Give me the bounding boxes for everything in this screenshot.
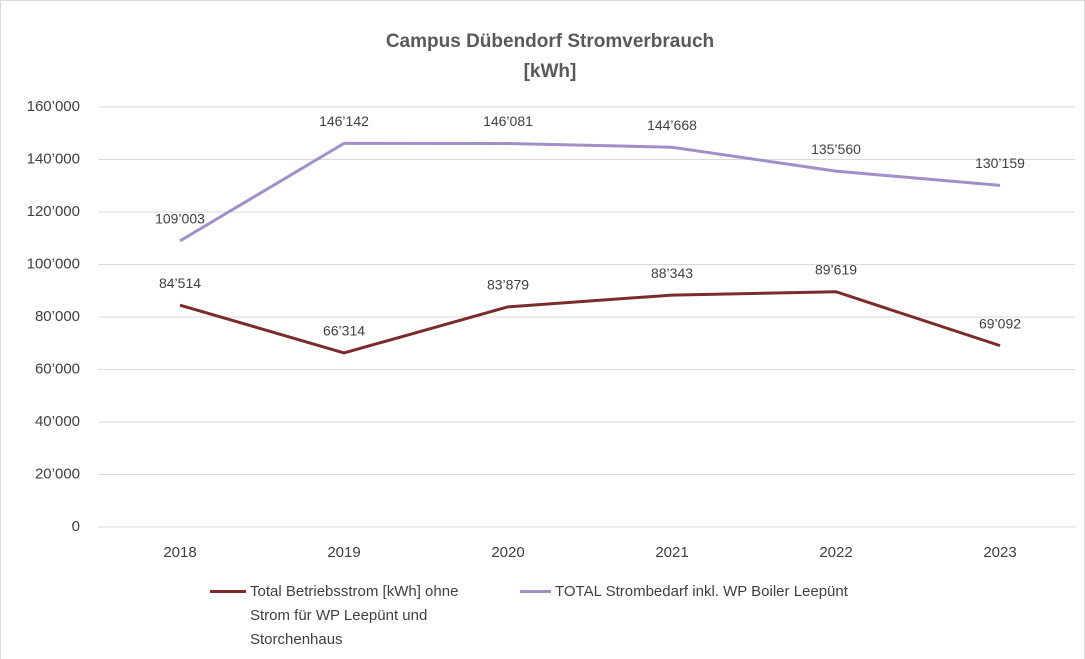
chart-title: [kWh] (524, 61, 577, 82)
x-tick-label: 2018 (163, 544, 196, 561)
y-tick-label: 80’000 (35, 308, 80, 325)
data-label: 146’081 (483, 113, 533, 129)
y-tick-label: 140’000 (27, 150, 80, 167)
series-line (179, 141, 1001, 243)
data-label: 146’142 (319, 113, 369, 129)
y-tick-label: 120’000 (27, 203, 80, 220)
data-label: 83’879 (487, 277, 529, 293)
x-tick-label: 2022 (819, 544, 852, 561)
legend-swatch (210, 590, 246, 593)
data-label: 135’560 (811, 141, 861, 157)
data-label: 84’514 (159, 275, 201, 291)
legend-label: Total Betriebsstrom [kWh] ohne Strom für… (250, 583, 459, 648)
data-label: 144’668 (647, 117, 697, 133)
series-line (179, 290, 1001, 355)
y-tick-label: 60’000 (35, 360, 80, 377)
y-tick-label: 20’000 (35, 465, 80, 482)
x-tick-label: 2023 (983, 544, 1016, 561)
y-tick-label: 0 (72, 518, 80, 535)
legend-label: TOTAL Strombedarf inkl. WP Boiler Leepün… (555, 583, 848, 600)
data-label: 66’314 (323, 323, 365, 339)
data-label: 130’159 (975, 155, 1025, 171)
y-tick-label: 100’000 (27, 255, 80, 272)
chart-title: Campus Dübendorf Stromverbrauch (386, 31, 714, 52)
data-label: 88’343 (651, 265, 693, 281)
data-label: 109’003 (155, 211, 205, 227)
data-label: 69’092 (979, 315, 1021, 331)
x-tick-label: 2021 (655, 544, 688, 561)
x-tick-label: 2020 (491, 544, 524, 561)
x-tick-label: 2019 (327, 544, 360, 561)
legend-swatch (520, 590, 551, 593)
data-label: 89’619 (815, 261, 857, 277)
y-tick-label: 40’000 (35, 413, 80, 430)
y-tick-label: 160’000 (27, 98, 80, 115)
